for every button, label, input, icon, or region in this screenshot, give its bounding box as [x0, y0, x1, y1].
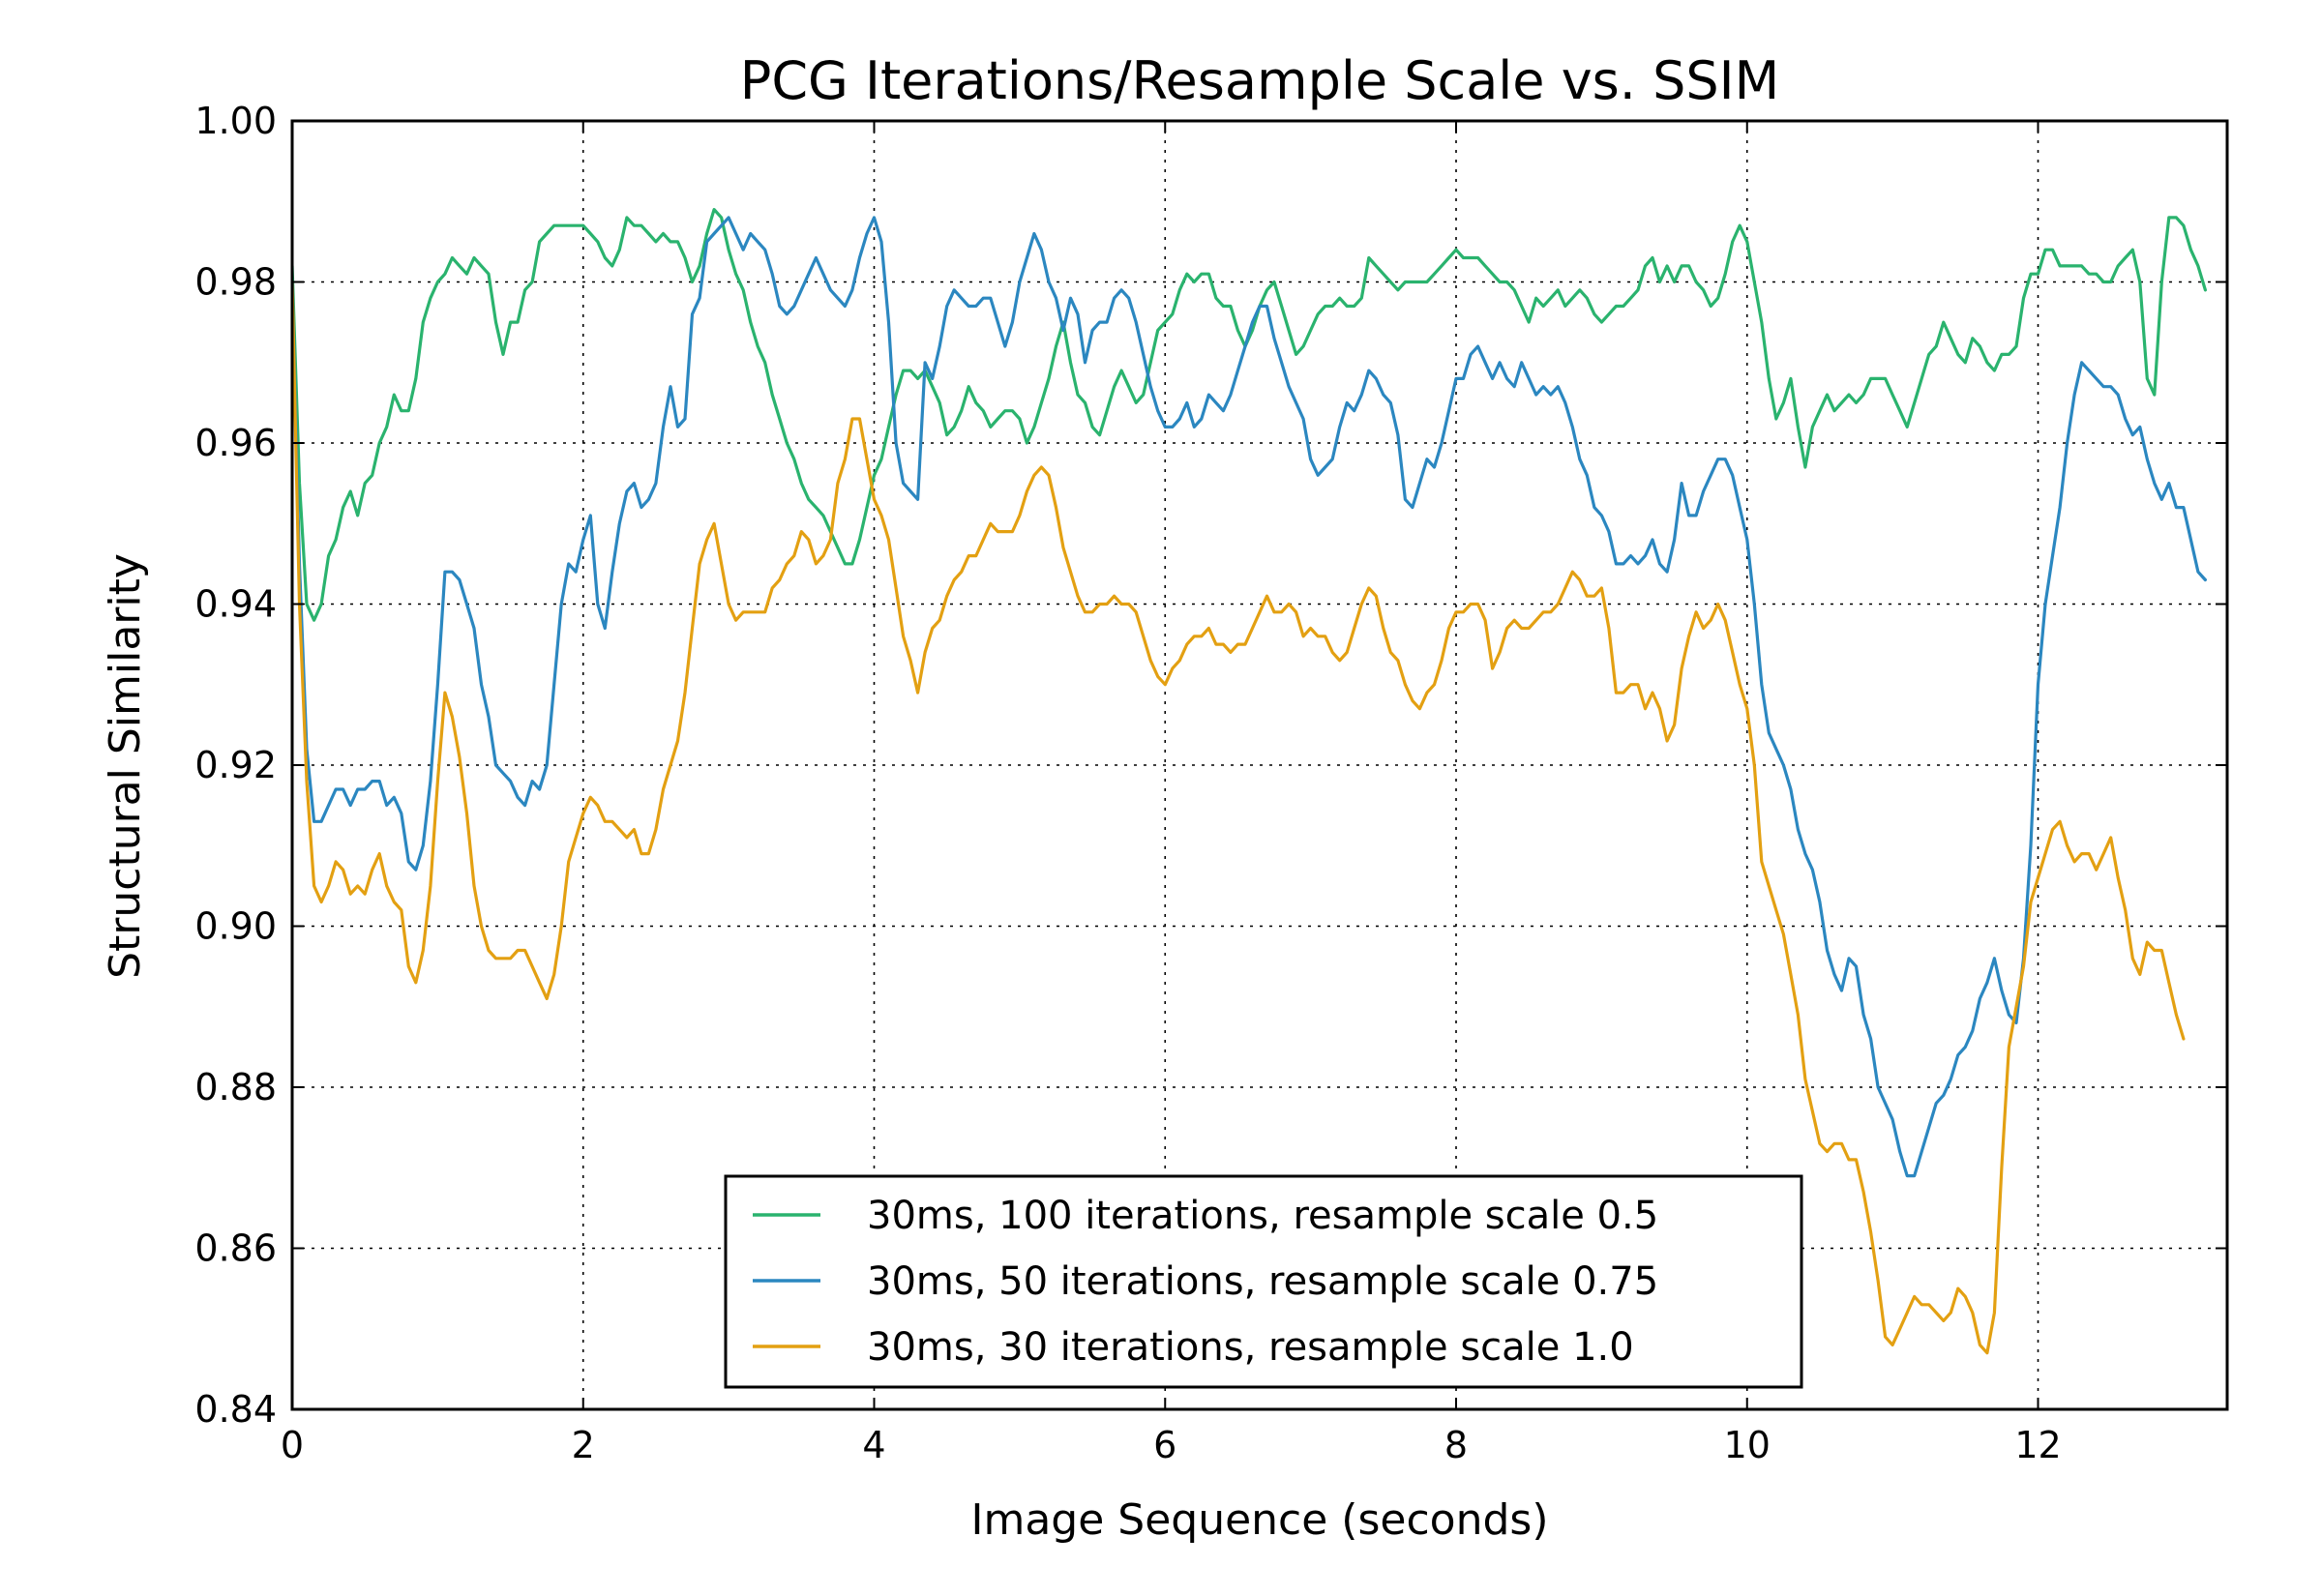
y-tick-label: 0.98 — [194, 261, 277, 304]
x-tick-label: 4 — [862, 1424, 885, 1466]
legend: 30ms, 100 iterations, resample scale 0.5… — [724, 1174, 1803, 1389]
y-tick-label: 0.86 — [194, 1227, 277, 1270]
y-tick-label: 0.84 — [194, 1388, 277, 1431]
x-tick-label: 6 — [1153, 1424, 1176, 1466]
series-line-2 — [292, 216, 2207, 1178]
legend-label: 30ms, 50 iterations, resample scale 0.75 — [867, 1259, 1658, 1304]
legend-label: 30ms, 30 iterations, resample scale 1.0 — [867, 1325, 1634, 1370]
x-tick-label: 0 — [281, 1424, 304, 1466]
x-tick-label: 10 — [1724, 1424, 1771, 1466]
y-tick-label: 0.88 — [194, 1066, 277, 1108]
y-tick-label: 0.92 — [194, 744, 277, 786]
x-axis-label: Image Sequence (seconds) — [971, 1495, 1549, 1545]
y-tick-label: 0.94 — [194, 583, 277, 626]
y-tick-label: 0.96 — [194, 422, 277, 464]
legend-box — [724, 1174, 1803, 1389]
x-tick-label: 2 — [572, 1424, 595, 1466]
y-axis-label: Structural Similarity — [101, 553, 150, 979]
series-line-3 — [292, 280, 2186, 1355]
x-tick-label: 8 — [1444, 1424, 1468, 1466]
legend-label: 30ms, 100 iterations, resample scale 0.5 — [867, 1194, 1658, 1238]
series-lines — [292, 208, 2207, 1355]
y-tick-label: 0.90 — [194, 905, 277, 948]
y-tick-label: 1.00 — [194, 100, 277, 142]
chart-title: PCG Iterations/Resample Scale vs. SSIM — [740, 50, 1779, 111]
axis-ticks: 0 2 4 6 8 10 12 0.84 0.86 0.88 0.90 0.92 0.94 0.96 0.9… — [194, 100, 2227, 1466]
x-tick-label: 12 — [2014, 1424, 2061, 1466]
